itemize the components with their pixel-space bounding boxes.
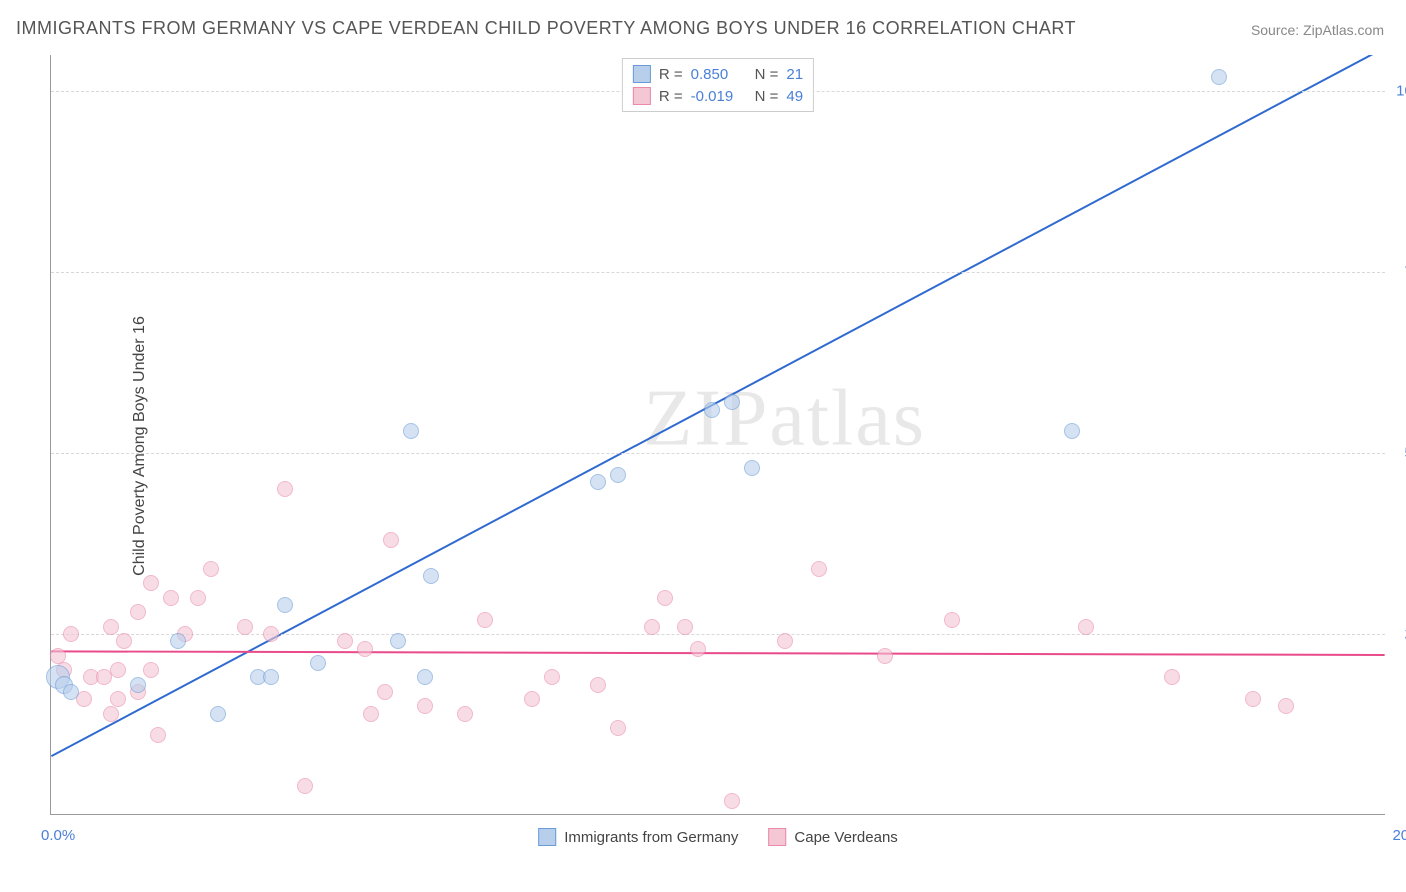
- n-label: N =: [755, 66, 779, 83]
- r-value: -0.019: [691, 88, 747, 105]
- data-point: [383, 532, 399, 548]
- watermark: ZIPatlas: [643, 374, 926, 465]
- data-point: [143, 575, 159, 591]
- data-point: [1278, 698, 1294, 714]
- x-tick-label: 0.0%: [41, 827, 75, 844]
- trend-line: [51, 651, 1384, 655]
- data-point: [116, 633, 132, 649]
- data-point: [210, 706, 226, 722]
- data-point: [724, 394, 740, 410]
- legend-swatch: [633, 87, 651, 105]
- data-point: [203, 561, 219, 577]
- data-point: [590, 677, 606, 693]
- correlation-stats-legend: R = 0.850 N = 21 R = -0.019 N = 49: [622, 58, 814, 112]
- data-point: [1078, 619, 1094, 635]
- gridline: [51, 453, 1385, 454]
- data-point: [277, 481, 293, 497]
- data-point: [724, 793, 740, 809]
- data-point: [1245, 691, 1261, 707]
- gridline: [51, 634, 1385, 635]
- data-point: [310, 655, 326, 671]
- data-point: [811, 561, 827, 577]
- r-label: R =: [659, 88, 683, 105]
- data-point: [63, 684, 79, 700]
- legend-item: Immigrants from Germany: [538, 828, 738, 846]
- data-point: [377, 684, 393, 700]
- data-point: [777, 633, 793, 649]
- n-value: 49: [786, 88, 803, 105]
- chart-title: IMMIGRANTS FROM GERMANY VS CAPE VERDEAN …: [16, 18, 1076, 39]
- data-point: [423, 568, 439, 584]
- legend-label: Cape Verdeans: [794, 829, 897, 846]
- data-point: [143, 662, 159, 678]
- n-value: 21: [786, 66, 803, 83]
- data-point: [337, 633, 353, 649]
- data-point: [590, 474, 606, 490]
- x-tick-label: 20.0%: [1392, 827, 1406, 844]
- data-point: [403, 423, 419, 439]
- data-point: [130, 677, 146, 693]
- legend-stats-row: R = 0.850 N = 21: [633, 63, 803, 85]
- data-point: [1211, 69, 1227, 85]
- data-point: [690, 641, 706, 657]
- data-point: [357, 641, 373, 657]
- data-point: [417, 698, 433, 714]
- data-point: [457, 706, 473, 722]
- data-point: [130, 604, 146, 620]
- source-label: Source: ZipAtlas.com: [1251, 22, 1384, 38]
- gridline: [51, 272, 1385, 273]
- data-point: [103, 619, 119, 635]
- r-value: 0.850: [691, 66, 747, 83]
- data-point: [297, 778, 313, 794]
- data-point: [877, 648, 893, 664]
- legend-item: Cape Verdeans: [768, 828, 897, 846]
- trend-lines-layer: [51, 55, 1385, 814]
- data-point: [610, 720, 626, 736]
- data-point: [1164, 669, 1180, 685]
- data-point: [163, 590, 179, 606]
- data-point: [363, 706, 379, 722]
- data-point: [277, 597, 293, 613]
- data-point: [263, 669, 279, 685]
- y-tick-label: 100.0%: [1396, 83, 1406, 100]
- data-point: [237, 619, 253, 635]
- data-point: [944, 612, 960, 628]
- data-point: [657, 590, 673, 606]
- data-point: [150, 727, 166, 743]
- n-label: N =: [755, 88, 779, 105]
- r-label: R =: [659, 66, 683, 83]
- data-point: [263, 626, 279, 642]
- data-point: [744, 460, 760, 476]
- data-point: [190, 590, 206, 606]
- data-point: [110, 691, 126, 707]
- legend-swatch: [538, 828, 556, 846]
- data-point: [544, 669, 560, 685]
- data-point: [170, 633, 186, 649]
- data-point: [417, 669, 433, 685]
- legend-label: Immigrants from Germany: [564, 829, 738, 846]
- data-point: [610, 467, 626, 483]
- data-point: [704, 402, 720, 418]
- data-point: [390, 633, 406, 649]
- legend-swatch: [633, 65, 651, 83]
- legend-stats-row: R = -0.019 N = 49: [633, 85, 803, 107]
- data-point: [677, 619, 693, 635]
- data-point: [477, 612, 493, 628]
- series-legend: Immigrants from Germany Cape Verdeans: [538, 828, 898, 846]
- data-point: [110, 662, 126, 678]
- data-point: [63, 626, 79, 642]
- data-point: [644, 619, 660, 635]
- data-point: [103, 706, 119, 722]
- chart-plot-area: ZIPatlas R = 0.850 N = 21 R = -0.019 N = 49…: [50, 55, 1385, 815]
- legend-swatch: [768, 828, 786, 846]
- data-point: [524, 691, 540, 707]
- data-point: [1064, 423, 1080, 439]
